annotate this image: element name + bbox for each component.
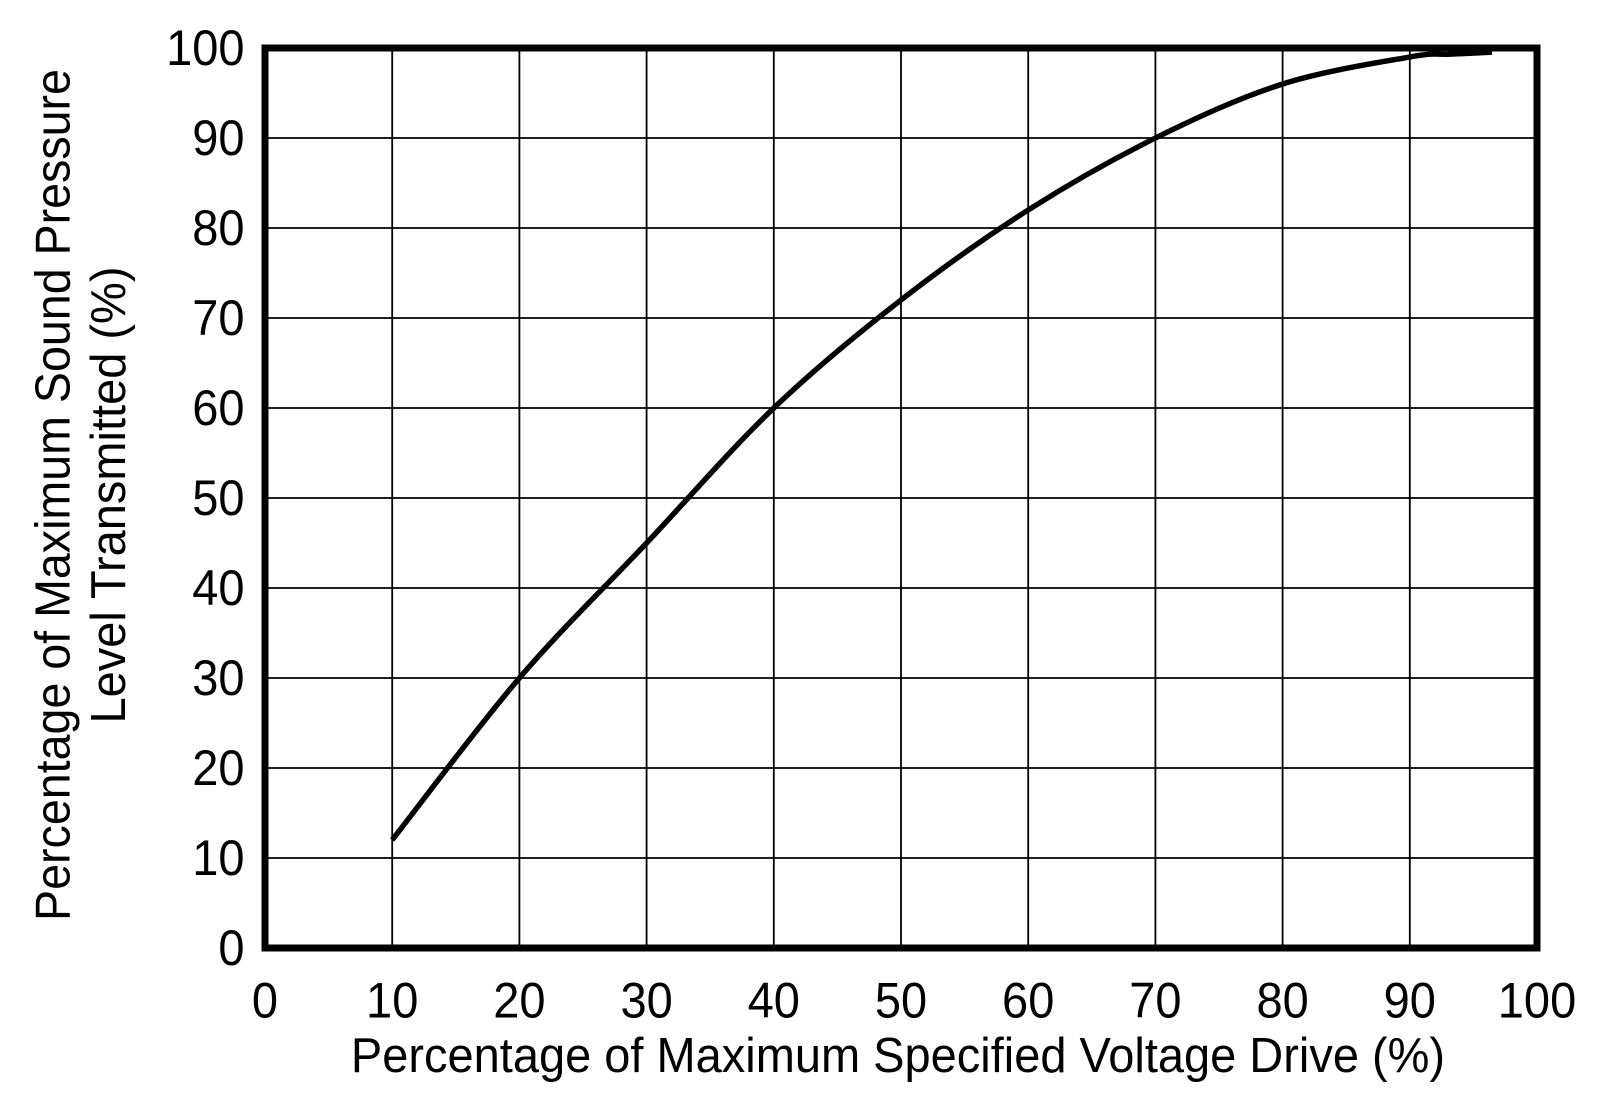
svg-text:80: 80	[192, 201, 244, 257]
svg-text:Percentage of Maximum Sound Pr: Percentage of Maximum Sound Pressure	[26, 69, 80, 921]
svg-text:50: 50	[875, 973, 927, 1029]
svg-text:50: 50	[192, 471, 244, 527]
svg-text:0: 0	[252, 973, 278, 1029]
svg-text:40: 40	[748, 973, 800, 1029]
svg-text:60: 60	[192, 381, 244, 437]
svg-text:30: 30	[192, 651, 244, 707]
svg-text:90: 90	[1384, 973, 1436, 1029]
svg-text:70: 70	[1129, 973, 1181, 1029]
svg-text:90: 90	[192, 111, 244, 167]
svg-text:60: 60	[1002, 973, 1054, 1029]
svg-text:20: 20	[192, 741, 244, 797]
svg-text:30: 30	[620, 973, 672, 1029]
svg-text:40: 40	[192, 561, 244, 617]
svg-text:100: 100	[1498, 973, 1576, 1029]
svg-text:Level Transmitted (%): Level Transmitted (%)	[81, 267, 136, 724]
svg-text:Percentage of Maximum Specifie: Percentage of Maximum Specified Voltage …	[351, 1028, 1445, 1083]
svg-text:80: 80	[1256, 973, 1308, 1029]
svg-text:10: 10	[192, 831, 244, 887]
svg-text:10: 10	[366, 973, 418, 1029]
svg-text:0: 0	[218, 921, 244, 977]
svg-text:20: 20	[493, 973, 545, 1029]
svg-text:100: 100	[166, 21, 244, 77]
svg-text:70: 70	[192, 291, 244, 347]
